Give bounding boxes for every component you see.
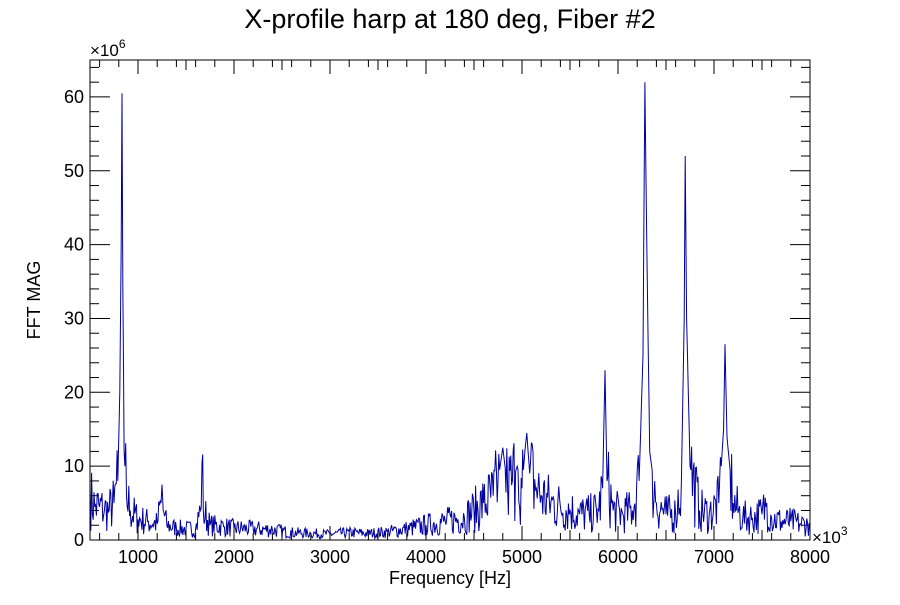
x-tick-label: 4000 <box>406 547 446 567</box>
y-tick-label: 0 <box>74 530 84 550</box>
x-tick-label: 8000 <box>790 547 830 567</box>
y-tick-label: 30 <box>64 308 84 328</box>
y-tick-label: 10 <box>64 456 84 476</box>
chart-title: X-profile harp at 180 deg, Fiber #2 <box>244 4 655 34</box>
y-multiplier: ×106 <box>90 37 126 60</box>
y-tick-label: 50 <box>64 161 84 181</box>
fft-series-line <box>90 82 810 540</box>
y-tick-label: 20 <box>64 382 84 402</box>
axis-ticks <box>90 60 811 541</box>
x-tick-label: 5000 <box>502 547 542 567</box>
y-axis-label: FFT MAG <box>24 261 44 340</box>
x-tick-label: 2000 <box>214 547 254 567</box>
y-tick-label: 60 <box>64 87 84 107</box>
y-tick-labels: 0 10 20 30 40 50 60 <box>64 87 84 550</box>
x-tick-label: 3000 <box>310 547 350 567</box>
x-multiplier: ×103 <box>812 524 848 547</box>
x-tick-labels: 1000 2000 3000 4000 5000 6000 7000 8000 <box>118 547 830 567</box>
x-tick-label: 6000 <box>598 547 638 567</box>
x-axis-label: Frequency [Hz] <box>389 568 511 588</box>
x-tick-label: 7000 <box>694 547 734 567</box>
x-tick-label: 1000 <box>118 547 158 567</box>
y-tick-label: 40 <box>64 235 84 255</box>
plot-frame <box>89 59 811 541</box>
